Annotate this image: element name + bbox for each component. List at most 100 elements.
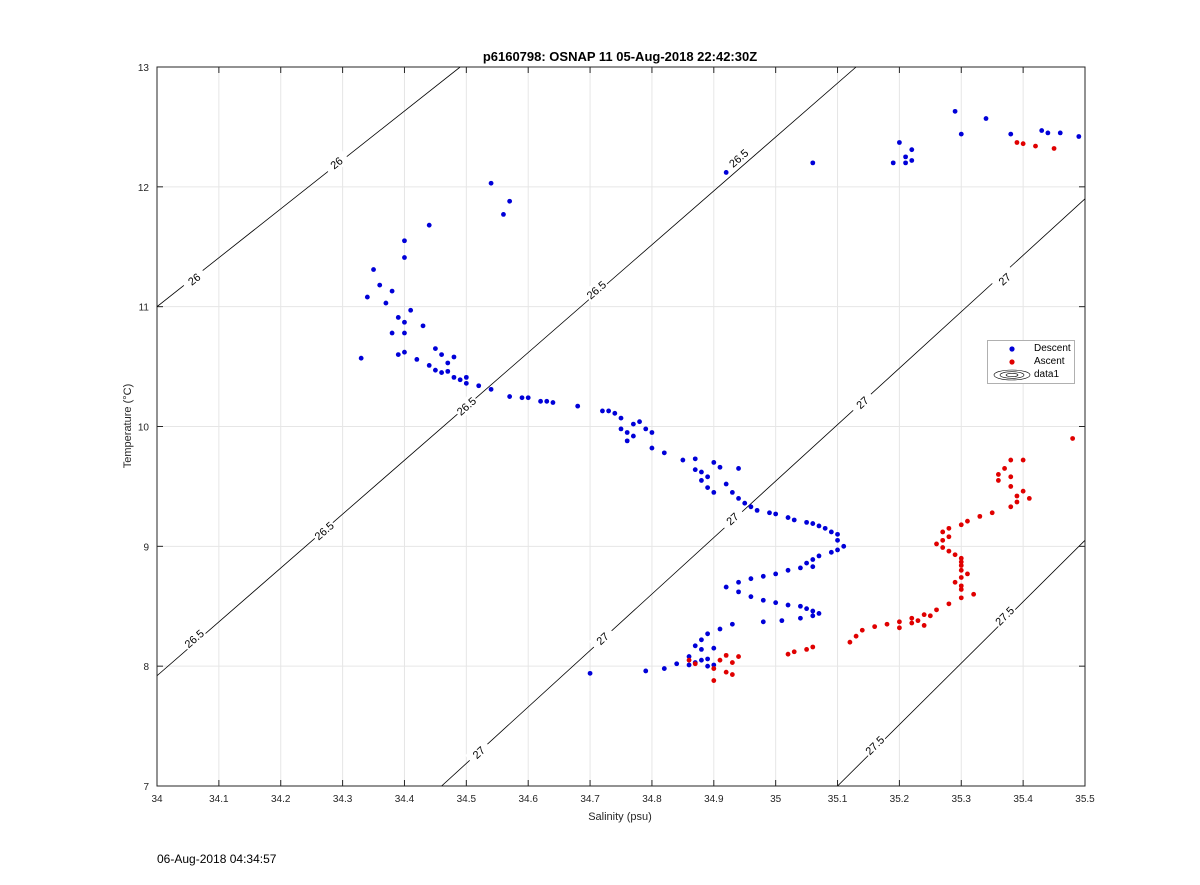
descent-point	[748, 504, 754, 510]
contour-label-bg	[718, 505, 746, 533]
descent-point	[395, 352, 401, 357]
legend-item-data1: data1	[988, 369, 1074, 381]
descent-point	[711, 460, 717, 465]
descent-point	[451, 374, 457, 380]
ascent-point	[884, 621, 890, 627]
descent-point	[835, 537, 840, 543]
descent-point	[439, 352, 444, 357]
descent-point	[389, 330, 395, 336]
descent-point	[729, 621, 735, 627]
ascent-point	[946, 525, 952, 531]
descent-point	[501, 211, 506, 217]
descent-point	[958, 131, 964, 137]
ascent-point	[958, 559, 964, 565]
descent-point	[1008, 131, 1014, 137]
descent-point	[587, 670, 593, 676]
descent-point	[810, 613, 816, 619]
descent-point	[717, 464, 723, 470]
descent-point	[736, 579, 741, 585]
descent-point	[804, 606, 809, 612]
descent-point	[630, 433, 636, 439]
legend-item-ascent: Ascent	[988, 356, 1074, 368]
contour-label-bg	[180, 266, 208, 293]
descent-point	[760, 597, 766, 603]
descent-point	[463, 374, 469, 380]
descent-point	[680, 457, 686, 463]
descent-point	[389, 288, 395, 294]
ascent-point	[958, 522, 964, 528]
ascent-point	[847, 639, 853, 645]
ascent-point	[897, 625, 902, 631]
descent-point	[661, 666, 667, 671]
ascent-point	[723, 669, 729, 675]
descent-point	[649, 445, 655, 451]
descent-point	[618, 426, 624, 432]
contour-label-bg	[180, 625, 208, 652]
descent-point	[705, 656, 711, 662]
ascent-point	[810, 644, 816, 650]
ascent-point	[958, 587, 964, 592]
ascent-point	[736, 654, 741, 659]
x-tick-label: 34.2	[271, 794, 291, 805]
ascent-point	[1020, 141, 1026, 147]
axes-box	[156, 66, 1086, 787]
ascent-point	[711, 666, 717, 671]
contour-label-bg	[724, 144, 753, 172]
descent-point	[624, 430, 630, 435]
ascent-point	[952, 552, 958, 558]
descent-point	[822, 525, 828, 531]
descent-point	[507, 394, 513, 399]
descent-point	[463, 380, 469, 386]
descent-point	[890, 160, 896, 166]
descent-point	[828, 549, 834, 555]
descent-point	[723, 170, 729, 175]
descent-point	[402, 255, 407, 260]
ascent-point	[686, 657, 692, 663]
contour-ellipse-icon	[993, 369, 1031, 381]
timestamp-text: 06-Aug-2018 04:34:57	[157, 852, 277, 866]
descent-point	[699, 637, 704, 643]
legend-item-descent: Descent	[988, 343, 1074, 355]
descent-point	[816, 553, 822, 559]
descent-point	[897, 140, 902, 145]
descent-point	[637, 419, 642, 425]
descent-point	[606, 408, 612, 414]
descent-point	[785, 602, 791, 608]
descent-point	[544, 398, 550, 404]
y-tick-label: 8	[143, 662, 149, 673]
ascent-point	[1008, 484, 1014, 489]
contour-label-bg	[452, 392, 480, 420]
y-axis-label: Temperature (°C)	[122, 384, 134, 468]
ascent-point	[1020, 488, 1026, 494]
descent-point	[798, 565, 803, 571]
ascent-point	[958, 563, 964, 568]
descent-point	[810, 557, 816, 562]
ascent-point	[1014, 140, 1020, 145]
descent-point	[841, 543, 847, 549]
descent-point	[791, 517, 797, 523]
x-tick-label: 34.6	[518, 794, 538, 805]
descent-point	[507, 198, 513, 204]
descent-point	[736, 496, 741, 501]
ascent-point	[1008, 457, 1014, 463]
ascent-point	[958, 555, 964, 561]
ascent-point	[729, 660, 735, 665]
descent-point	[364, 294, 370, 300]
descent-point	[711, 490, 717, 495]
ascent-point	[859, 627, 865, 633]
descent-point	[952, 108, 958, 114]
descent-point	[773, 511, 779, 517]
descent-point	[810, 608, 816, 614]
descent-point	[1057, 130, 1063, 136]
x-tick-label: 34	[151, 794, 163, 805]
descent-point	[816, 523, 822, 529]
contour-label-bg	[310, 517, 338, 544]
ascent-point	[1014, 499, 1020, 505]
y-tick-label: 12	[138, 183, 150, 194]
descent-point	[835, 531, 840, 537]
descent-point	[426, 362, 432, 368]
x-tick-label: 35.5	[1075, 794, 1095, 805]
contour-label-bg	[465, 739, 493, 766]
descent-point	[779, 618, 785, 624]
descent-point	[729, 490, 735, 495]
